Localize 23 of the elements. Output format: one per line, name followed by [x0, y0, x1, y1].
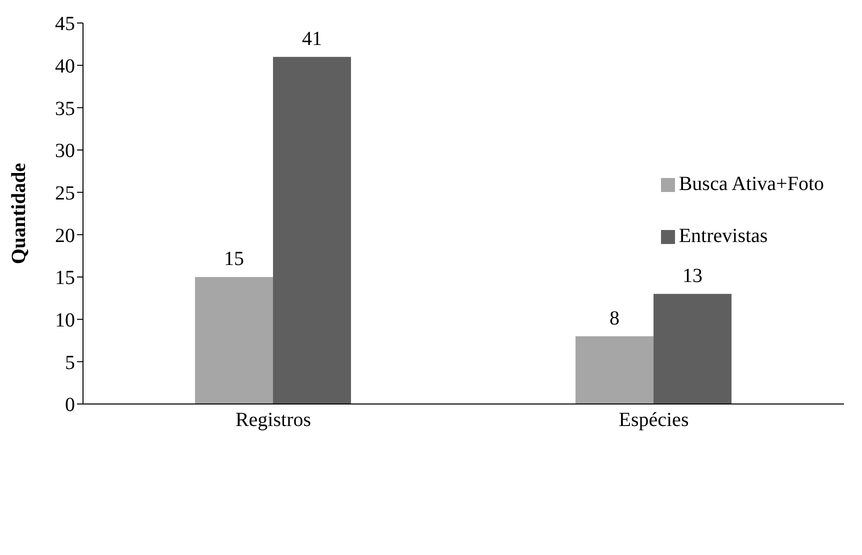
x-tick-label: Espécies: [618, 409, 689, 432]
y-tick-label: 35: [55, 98, 75, 120]
data-label: 13: [682, 264, 702, 287]
bar: [273, 56, 351, 404]
bar: [654, 294, 732, 404]
x-tick-label: Registros: [235, 409, 312, 432]
y-tick-label: 15: [55, 267, 75, 290]
data-label: 15: [224, 248, 244, 270]
data-label: 41: [302, 28, 322, 50]
y-tick-label: 0: [65, 394, 75, 416]
y-tick-label: 45: [55, 13, 75, 36]
legend-label: Busca Ativa+Foto: [678, 173, 824, 195]
y-tick-label: 40: [55, 55, 75, 78]
legend-label: Entrevistas: [678, 225, 768, 247]
y-tick-label: 10: [55, 309, 75, 332]
bar: [195, 277, 273, 404]
y-tick-label: 25: [55, 182, 75, 204]
y-tick-label: 20: [55, 224, 75, 247]
data-label: 8: [610, 307, 620, 330]
y-axis-title: Quantidade: [8, 162, 30, 264]
bar: [576, 336, 654, 404]
y-tick-label: 5: [65, 352, 75, 374]
y-tick-label: 30: [55, 140, 75, 162]
